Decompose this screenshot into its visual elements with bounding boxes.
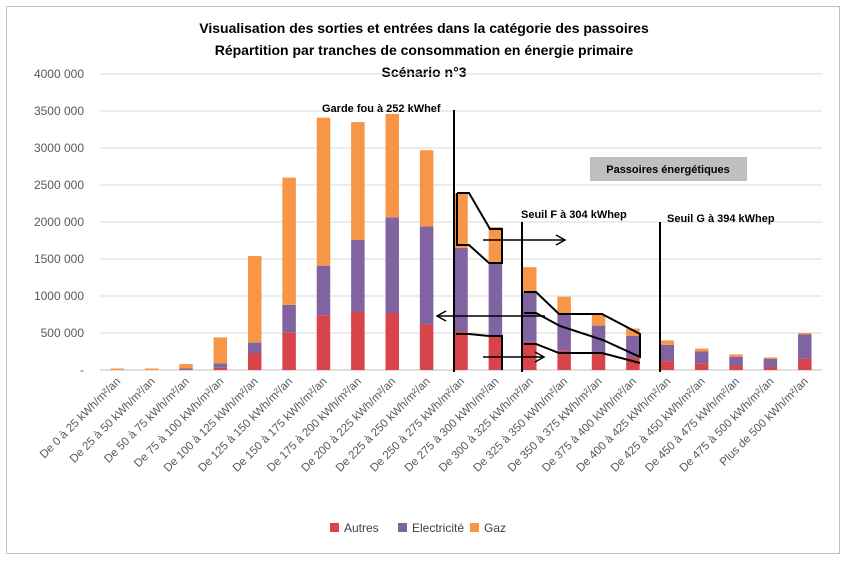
bar-segment — [385, 313, 399, 370]
bar-segment — [798, 358, 812, 370]
bar-segment — [591, 314, 606, 326]
y-tick-label: 3000 000 — [34, 141, 84, 155]
bar-segment — [798, 333, 812, 335]
bar-segment — [626, 328, 640, 336]
autres-highlight-outline-right — [524, 343, 641, 364]
bar-segment — [419, 226, 434, 325]
y-tick-label: 500 000 — [41, 326, 85, 340]
bar-segment — [523, 267, 537, 293]
bar-segment — [213, 337, 228, 364]
y-tick-label: 4000 000 — [34, 67, 84, 81]
legend-swatch — [330, 523, 339, 532]
legend-swatch — [470, 523, 479, 532]
seuil-f-label: Seuil F à 304 kWhep — [521, 209, 627, 221]
bar-segment — [660, 361, 675, 370]
bar-segment — [110, 368, 124, 370]
chart-title-line-2: Répartition par tranches de consommation… — [214, 42, 634, 58]
electricite-highlight-outline — [524, 291, 641, 359]
bar-segment — [694, 363, 709, 370]
bar-segment — [557, 350, 571, 370]
arrow-electricite-head — [435, 310, 447, 322]
bar-segment — [523, 341, 537, 370]
bar-segment — [316, 117, 331, 266]
y-tick-label: - — [80, 363, 84, 377]
gaz-highlight-outline — [456, 192, 503, 264]
passoires-label: Passoires énergétiques — [606, 164, 730, 176]
bar-segment — [247, 342, 262, 353]
bar-segment — [557, 313, 571, 351]
arrow-gaz-head — [555, 234, 567, 246]
bar-segment — [351, 239, 365, 312]
bar-segment — [282, 332, 296, 370]
bar-segment — [729, 365, 743, 370]
bar-segment — [213, 367, 228, 370]
bar-segment — [454, 331, 468, 370]
y-tick-label: 3500 000 — [34, 104, 84, 118]
bar-segment — [144, 368, 159, 370]
bar-segment — [316, 315, 331, 370]
legend-label: Electricité — [412, 521, 464, 535]
bar-segment — [179, 364, 193, 369]
arrow-autres-head — [534, 351, 546, 363]
bar-segment — [282, 304, 296, 333]
bar-segment — [282, 177, 296, 305]
chart-title-line-3: Scénario n°3 — [381, 64, 467, 80]
bar-segment — [385, 217, 399, 314]
bar-segment — [660, 344, 675, 362]
legend-swatch — [398, 523, 407, 532]
bar-segment — [179, 368, 193, 370]
bar-segment — [798, 334, 812, 359]
legend-label: Autres — [344, 521, 379, 535]
bar-segment — [660, 340, 675, 345]
bar-segment — [694, 351, 709, 364]
passoires-label-box — [590, 157, 747, 181]
bar-segment — [454, 247, 468, 332]
bar-segment — [694, 348, 709, 352]
chart-title-line-1: Visualisation des sorties et entrées dan… — [199, 20, 649, 36]
bar-segment — [763, 357, 778, 359]
bar-segment — [729, 356, 743, 366]
y-tick-label: 2000 000 — [34, 215, 84, 229]
autres-highlight-outline-left — [456, 333, 503, 370]
bar-segment — [213, 363, 228, 368]
bar-segment — [591, 325, 606, 354]
seuil-g-label: Seuil G à 394 kWhep — [667, 213, 775, 225]
bar-segment — [419, 324, 434, 370]
bar-segment — [247, 352, 262, 370]
garde-fou-label: Garde fou à 252 kWhef — [322, 103, 441, 115]
bar-segment — [385, 113, 399, 218]
y-tick-label: 2500 000 — [34, 178, 84, 192]
bar-segment — [557, 296, 571, 314]
bar-segment — [488, 263, 503, 336]
bar-segment — [591, 353, 606, 370]
bar-segment — [488, 335, 503, 370]
bar-segment — [316, 265, 331, 316]
legend-label: Gaz — [484, 521, 506, 535]
bar-segment — [351, 311, 365, 370]
bar-segment — [419, 150, 434, 227]
bar-segment — [247, 256, 262, 343]
bar-segment — [523, 292, 537, 342]
y-tick-label: 1000 000 — [34, 289, 84, 303]
bar-segment — [729, 354, 743, 357]
bar-segment — [488, 227, 503, 264]
bar-segment — [763, 367, 778, 370]
y-tick-label: 1500 000 — [34, 252, 84, 266]
bar-segment — [351, 122, 365, 240]
bar-segment — [763, 358, 778, 368]
